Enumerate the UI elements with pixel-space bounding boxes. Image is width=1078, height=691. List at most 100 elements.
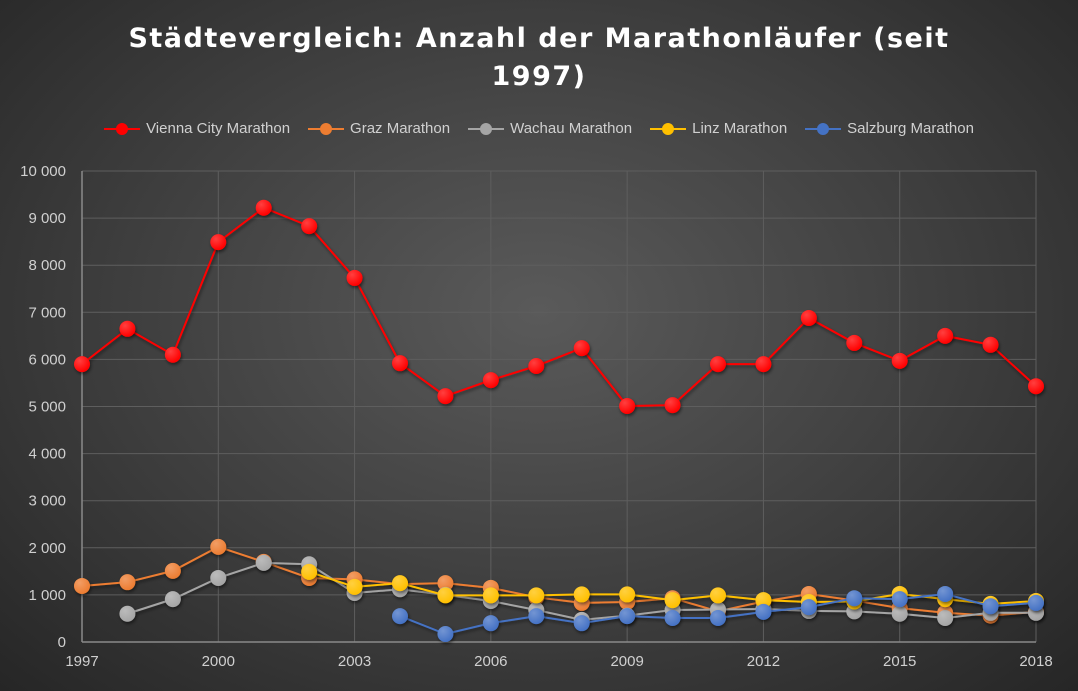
series-vienna-city-marathon xyxy=(74,199,1044,415)
data-point-highlight xyxy=(164,591,181,608)
data-point-highlight xyxy=(301,218,318,235)
data-point-highlight xyxy=(528,608,545,625)
x-tick-label: 2009 xyxy=(610,653,643,670)
data-point-highlight xyxy=(937,585,954,602)
legend-marker-icon xyxy=(104,122,141,135)
x-tick-label: 2003 xyxy=(338,653,371,670)
data-point-highlight xyxy=(1028,594,1044,611)
data-point-highlight xyxy=(937,609,954,626)
data-point-highlight xyxy=(392,575,408,592)
y-tick-label: 5 000 xyxy=(28,399,66,416)
data-point-highlight xyxy=(755,592,772,609)
data-point-highlight xyxy=(210,569,227,586)
data-point-highlight xyxy=(164,346,181,363)
data-point-highlight xyxy=(528,357,545,374)
y-tick-label: 9 000 xyxy=(28,210,66,227)
data-point-highlight xyxy=(846,590,863,607)
legend-item-graz[interactable]: Graz Marathon xyxy=(308,120,450,137)
data-point-highlight xyxy=(392,608,408,625)
data-point-highlight xyxy=(528,587,545,604)
axes: 0 1 000 2 000 3 000 4 000 5 000 6 000 7 000 8 00… xyxy=(20,163,1053,670)
data-point-highlight xyxy=(437,587,454,604)
data-point-highlight xyxy=(392,355,408,372)
data-point-highlight xyxy=(301,563,318,580)
data-point-highlight xyxy=(619,398,636,415)
y-tick-label: 3 000 xyxy=(28,493,66,510)
x-tick-label: 2012 xyxy=(747,653,780,670)
legend-item-wachau[interactable]: Wachau Marathon xyxy=(468,120,632,137)
data-point-highlight xyxy=(891,352,908,369)
legend-marker-icon xyxy=(468,122,505,135)
data-point-highlight xyxy=(619,608,636,625)
data-point-highlight xyxy=(619,586,636,603)
y-tick-label: 7 000 xyxy=(28,304,66,321)
data-point-highlight xyxy=(437,625,454,642)
data-point-highlight xyxy=(755,603,772,620)
y-tick-label: 6 000 xyxy=(28,351,66,368)
chart-title-line-2: 1997) xyxy=(491,61,587,92)
data-point-highlight xyxy=(482,587,499,604)
x-tick-label: 2015 xyxy=(883,653,916,670)
legend-label: Salzburg Marathon xyxy=(847,120,974,137)
legend-marker-icon xyxy=(650,122,687,135)
series-group xyxy=(74,199,1044,642)
data-point-highlight xyxy=(482,615,499,632)
data-point-highlight xyxy=(437,388,454,405)
data-point-highlight xyxy=(710,587,726,604)
data-point-highlight xyxy=(210,538,227,555)
data-point-highlight xyxy=(164,562,181,579)
data-point-highlight xyxy=(800,309,817,326)
legend-label: Linz Marathon xyxy=(692,120,788,137)
y-tick-label: 1 000 xyxy=(28,587,66,604)
data-point-highlight xyxy=(891,591,908,608)
data-point-highlight xyxy=(800,599,817,616)
data-point-highlight xyxy=(119,320,136,337)
x-tick-label: 2000 xyxy=(202,653,235,670)
data-point-highlight xyxy=(255,199,272,216)
y-tick-label: 10 000 xyxy=(20,163,66,180)
data-point-highlight xyxy=(710,609,726,626)
data-point-highlight xyxy=(573,586,590,603)
chart-title-line-1: Städtevergleich: Anzahl der Marathonläuf… xyxy=(128,23,950,54)
chart-title: Städtevergleich: Anzahl der Marathonläuf… xyxy=(0,20,1078,96)
legend-label: Wachau Marathon xyxy=(510,120,633,137)
data-point-highlight xyxy=(982,336,999,353)
data-point-highlight xyxy=(710,356,726,373)
data-point-highlight xyxy=(437,575,454,592)
legend-marker-icon xyxy=(308,122,345,135)
data-point-highlight xyxy=(891,605,908,622)
series-line xyxy=(81,206,1037,408)
legend-label: Graz Marathon xyxy=(350,120,451,137)
data-point-highlight xyxy=(982,598,999,615)
data-point-highlight xyxy=(210,234,227,251)
legend-label: Vienna City Marathon xyxy=(146,120,291,137)
data-point-highlight xyxy=(74,356,90,373)
x-tick-label: 2006 xyxy=(474,653,507,670)
x-tick-label: 2018 xyxy=(1019,653,1052,670)
series-line xyxy=(81,545,1037,617)
legend: Vienna City Marathon Graz Marathon Wacha… xyxy=(0,120,1078,137)
data-point-highlight xyxy=(846,334,863,351)
data-point-highlight xyxy=(346,269,363,286)
y-tick-label: 0 xyxy=(58,634,66,651)
legend-item-salzburg[interactable]: Salzburg Marathon xyxy=(805,120,974,137)
legend-marker-icon xyxy=(805,122,842,135)
data-point-highlight xyxy=(1028,378,1044,395)
data-point-highlight xyxy=(664,397,681,414)
data-point-highlight xyxy=(482,372,499,389)
data-point-highlight xyxy=(255,554,272,571)
data-point-highlight xyxy=(119,574,136,591)
series-salzburg-marathon xyxy=(392,585,1044,642)
data-point-highlight xyxy=(937,327,954,344)
y-tick-label: 2 000 xyxy=(28,540,66,557)
data-point-highlight xyxy=(573,340,590,357)
legend-item-linz[interactable]: Linz Marathon xyxy=(650,120,787,137)
data-point-highlight xyxy=(755,356,772,373)
y-tick-label: 8 000 xyxy=(28,257,66,274)
data-point-highlight xyxy=(573,615,590,632)
series-linz-marathon xyxy=(301,563,1044,612)
legend-item-vienna[interactable]: Vienna City Marathon xyxy=(104,120,290,137)
x-tick-label: 1997 xyxy=(65,653,98,670)
data-point-highlight xyxy=(74,577,90,594)
